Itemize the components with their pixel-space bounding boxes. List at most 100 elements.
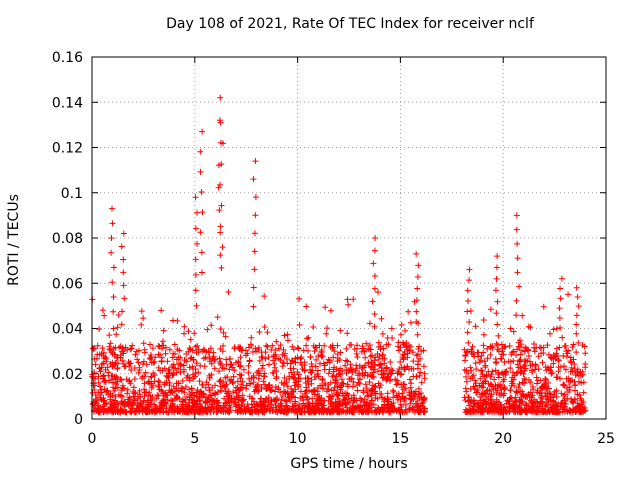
- data-point: [478, 352, 485, 359]
- data-point: [462, 352, 469, 359]
- data-point: [399, 390, 406, 397]
- data-point: [160, 409, 167, 416]
- data-point: [289, 388, 296, 395]
- data-point: [102, 354, 109, 361]
- data-point: [319, 397, 326, 404]
- data-point: [499, 345, 506, 352]
- data-point: [368, 392, 375, 399]
- data-point: [130, 399, 137, 406]
- data-point: [235, 359, 242, 366]
- data-point: [108, 205, 115, 212]
- data-point: [497, 409, 504, 416]
- data-point: [154, 392, 161, 399]
- data-point: [194, 240, 201, 247]
- data-point: [262, 355, 269, 362]
- data-point: [315, 353, 322, 360]
- data-point: [531, 340, 538, 347]
- data-point: [217, 360, 224, 367]
- data-point: [372, 383, 379, 390]
- data-point: [414, 351, 421, 358]
- data-point: [511, 401, 518, 408]
- data-point: [509, 380, 516, 387]
- data-point: [94, 408, 101, 415]
- data-point: [466, 266, 473, 273]
- data-point: [356, 376, 363, 383]
- data-point: [381, 360, 388, 367]
- data-point: [476, 358, 483, 365]
- data-point: [192, 343, 199, 350]
- data-point: [568, 398, 575, 405]
- data-point: [389, 367, 396, 374]
- data-point: [575, 339, 582, 346]
- data-point: [539, 359, 546, 366]
- data-point: [397, 358, 404, 365]
- data-point: [369, 352, 376, 359]
- data-point: [468, 397, 475, 404]
- data-point: [197, 148, 204, 155]
- data-point: [479, 368, 486, 375]
- data-point: [202, 354, 209, 361]
- data-point: [372, 394, 379, 401]
- data-point: [131, 364, 138, 371]
- data-point: [160, 327, 167, 334]
- data-point: [514, 389, 521, 396]
- data-point: [226, 377, 233, 384]
- data-point: [372, 361, 379, 368]
- data-point: [371, 247, 378, 254]
- data-point: [303, 384, 310, 391]
- data-point: [352, 404, 359, 411]
- data-point: [558, 390, 565, 397]
- data-point: [414, 273, 421, 280]
- data-point: [148, 373, 155, 380]
- data-point: [415, 361, 422, 368]
- y-axis-label: ROTI / TECUs: [6, 194, 22, 286]
- data-point: [519, 312, 526, 319]
- data-point: [414, 407, 421, 414]
- data-point: [264, 405, 271, 412]
- data-point: [356, 362, 363, 369]
- data-point: [265, 354, 272, 361]
- data-point: [574, 293, 581, 300]
- data-point: [278, 408, 285, 415]
- data-point: [204, 326, 211, 333]
- data-point: [295, 378, 302, 385]
- data-point: [370, 374, 377, 381]
- data-point: [316, 392, 323, 399]
- data-point: [195, 394, 202, 401]
- data-point: [397, 344, 404, 351]
- data-point: [521, 375, 528, 382]
- data-point: [198, 249, 205, 256]
- data-point: [325, 370, 332, 377]
- data-point: [197, 168, 204, 175]
- data-point: [262, 349, 269, 356]
- data-point: [142, 369, 149, 376]
- data-point: [492, 401, 499, 408]
- data-point: [120, 350, 127, 357]
- data-point: [478, 367, 485, 374]
- data-point: [191, 373, 198, 380]
- data-point: [545, 407, 552, 414]
- x-tick-label: 25: [597, 431, 615, 447]
- data-point: [200, 391, 207, 398]
- data-point: [141, 380, 148, 387]
- data-point: [181, 323, 188, 330]
- data-point: [477, 397, 484, 404]
- data-point: [124, 390, 131, 397]
- data-point: [245, 362, 252, 369]
- data-point: [128, 366, 135, 373]
- data-point: [192, 194, 199, 201]
- data-point: [136, 367, 143, 374]
- data-point: [245, 369, 252, 376]
- data-point: [102, 400, 109, 407]
- data-point: [300, 347, 307, 354]
- data-point: [211, 365, 218, 372]
- data-point: [513, 297, 520, 304]
- data-point: [353, 365, 360, 372]
- data-point: [223, 406, 230, 413]
- data-point: [137, 394, 144, 401]
- data-point: [560, 352, 567, 359]
- data-point: [515, 384, 522, 391]
- data-point: [330, 372, 337, 379]
- data-point: [379, 330, 386, 337]
